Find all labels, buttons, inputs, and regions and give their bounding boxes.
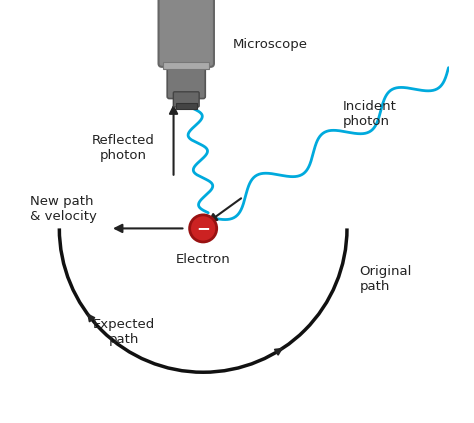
Text: Microscope: Microscope	[233, 38, 308, 51]
Bar	[176, 103, 197, 109]
Text: Electron: Electron	[176, 253, 230, 266]
FancyBboxPatch shape	[173, 92, 199, 107]
Circle shape	[190, 215, 217, 242]
Text: Original
path: Original path	[360, 265, 412, 293]
Bar	[163, 62, 210, 69]
FancyBboxPatch shape	[167, 65, 205, 99]
Text: Incident
photon: Incident photon	[343, 100, 397, 128]
Text: Expected
path: Expected path	[93, 318, 155, 346]
Text: New path
& velocity: New path & velocity	[30, 195, 97, 223]
FancyBboxPatch shape	[158, 0, 214, 67]
Text: −: −	[196, 220, 210, 237]
Text: Reflected
photon: Reflected photon	[91, 134, 154, 162]
